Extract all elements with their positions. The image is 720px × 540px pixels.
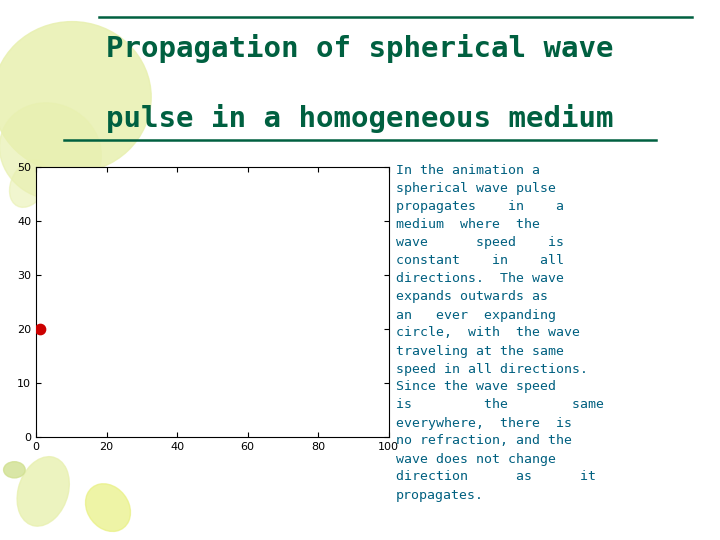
Text: circle,  with  the wave: circle, with the wave bbox=[396, 327, 580, 340]
Text: medium  where  the: medium where the bbox=[396, 219, 540, 232]
Ellipse shape bbox=[9, 160, 48, 207]
Circle shape bbox=[4, 462, 25, 478]
Ellipse shape bbox=[0, 103, 102, 199]
Text: traveling at the same: traveling at the same bbox=[396, 345, 564, 357]
Text: wave does not change: wave does not change bbox=[396, 453, 556, 465]
Text: Since the wave speed: Since the wave speed bbox=[396, 381, 556, 394]
Point bbox=[34, 325, 45, 334]
Text: constant    in    all: constant in all bbox=[396, 254, 564, 267]
Text: pulse in a homogeneous medium: pulse in a homogeneous medium bbox=[107, 104, 613, 133]
Text: In the animation a: In the animation a bbox=[396, 165, 540, 178]
Text: propagates.: propagates. bbox=[396, 489, 484, 502]
Text: direction      as      it: direction as it bbox=[396, 470, 596, 483]
Ellipse shape bbox=[17, 457, 69, 526]
Text: propagates    in    a: propagates in a bbox=[396, 200, 564, 213]
Text: everywhere,  there  is: everywhere, there is bbox=[396, 416, 572, 429]
Text: spherical wave pulse: spherical wave pulse bbox=[396, 183, 556, 195]
Text: is         the        same: is the same bbox=[396, 399, 604, 411]
Text: no refraction, and the: no refraction, and the bbox=[396, 435, 572, 448]
Text: expands outwards as: expands outwards as bbox=[396, 291, 548, 303]
Text: Propagation of spherical wave: Propagation of spherical wave bbox=[107, 34, 613, 63]
Text: directions.  The wave: directions. The wave bbox=[396, 273, 564, 286]
Text: speed in all directions.: speed in all directions. bbox=[396, 362, 588, 375]
Ellipse shape bbox=[0, 22, 151, 173]
Text: wave      speed    is: wave speed is bbox=[396, 237, 564, 249]
Ellipse shape bbox=[86, 484, 130, 531]
Text: an   ever  expanding: an ever expanding bbox=[396, 308, 556, 321]
